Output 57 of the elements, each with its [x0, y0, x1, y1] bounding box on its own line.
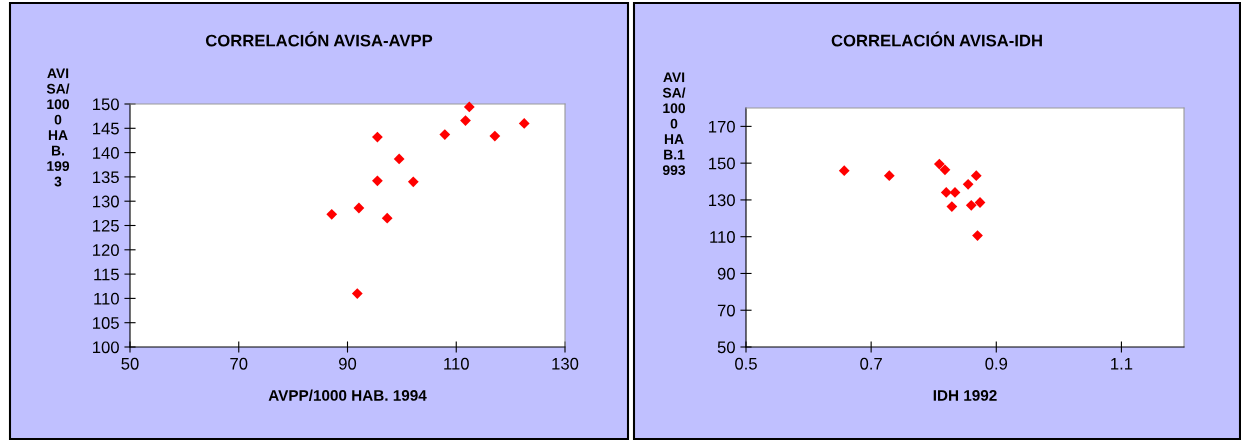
point	[381, 212, 393, 224]
x-tick-label: 50	[121, 357, 139, 370]
point	[353, 202, 365, 214]
x-tick-label: 70	[230, 357, 248, 370]
x-axis-title: IDH 1992	[933, 390, 997, 401]
point	[972, 230, 983, 241]
point	[463, 101, 475, 113]
y-tick-label: 145	[93, 122, 119, 135]
y-tick-label: 100	[93, 341, 119, 354]
x-tick-label: 90	[339, 357, 357, 370]
point	[326, 208, 338, 220]
y-tick-label: 105	[93, 317, 119, 329]
point	[393, 153, 405, 165]
y-tick-label: 150	[709, 157, 735, 170]
point	[351, 288, 363, 299]
y-tick-label: 170	[709, 120, 735, 133]
point	[460, 115, 471, 126]
y-axis-title: AVI SA/ 100 0 HA B. 199 3	[46, 68, 70, 187]
y-tick-label: 125	[93, 219, 119, 232]
x-tick-label: 0.9	[985, 357, 1008, 370]
point	[939, 164, 951, 176]
y-tick-label: 130	[93, 195, 119, 208]
point	[407, 176, 419, 188]
y-axis-title: AVI SA/ 100 0 HA B.1 993	[662, 72, 686, 175]
x-tick-label: 1.1	[1111, 358, 1133, 370]
point	[946, 201, 958, 212]
point	[489, 130, 501, 142]
y-tick-label: 70	[717, 304, 735, 317]
point	[372, 175, 383, 187]
y-tick-label: 135	[93, 171, 119, 184]
point	[962, 178, 974, 190]
point	[518, 118, 530, 129]
point	[838, 165, 850, 177]
chart-title: CORRELACIÓN AVISA-IDH	[831, 31, 1042, 47]
y-tick-label: 140	[93, 147, 119, 159]
y-tick-label: 120	[93, 244, 119, 256]
point	[970, 170, 982, 182]
y-tick-label: 50	[717, 341, 735, 354]
point	[965, 199, 977, 211]
y-tick-label: 110	[94, 292, 119, 305]
x-axis-title: AVPP/1000 HAB. 1994	[268, 389, 427, 401]
y-tick-label: 110	[710, 231, 735, 243]
point	[439, 129, 451, 140]
point	[940, 187, 952, 198]
y-tick-label: 130	[709, 194, 735, 207]
x-tick-label: 130	[552, 357, 579, 370]
point	[883, 170, 895, 182]
y-tick-label: 115	[94, 268, 119, 281]
point	[933, 158, 945, 170]
chart-title: CORRELACIÓN AVISA-AVPP	[205, 31, 433, 47]
point	[949, 187, 961, 198]
x-tick-label: 0.7	[860, 357, 882, 370]
x-tick-label: 110	[444, 357, 469, 370]
point	[372, 131, 383, 143]
y-tick-label: 150	[93, 98, 119, 111]
y-tick-label: 90	[717, 267, 735, 280]
x-tick-label: 0.5	[735, 357, 757, 370]
